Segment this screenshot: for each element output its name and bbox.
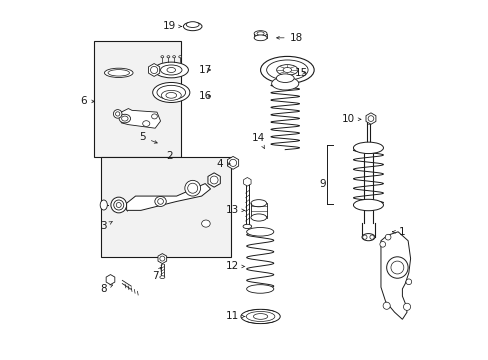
Ellipse shape: [104, 68, 133, 77]
Ellipse shape: [161, 56, 163, 58]
Ellipse shape: [246, 228, 273, 236]
Ellipse shape: [253, 314, 267, 319]
Ellipse shape: [271, 77, 298, 90]
Text: 13: 13: [225, 205, 244, 215]
Polygon shape: [365, 113, 375, 124]
Ellipse shape: [119, 114, 130, 123]
Bar: [101, 157, 230, 257]
Ellipse shape: [114, 200, 123, 210]
Text: 9: 9: [318, 179, 325, 189]
Ellipse shape: [165, 93, 176, 98]
Ellipse shape: [382, 302, 389, 309]
Ellipse shape: [142, 121, 149, 126]
Bar: [94, 41, 180, 157]
Ellipse shape: [390, 261, 403, 274]
Ellipse shape: [362, 235, 366, 239]
Ellipse shape: [113, 110, 122, 118]
Ellipse shape: [155, 197, 166, 206]
Ellipse shape: [243, 224, 251, 229]
Ellipse shape: [184, 180, 200, 196]
Ellipse shape: [257, 32, 264, 35]
Ellipse shape: [246, 285, 273, 293]
Ellipse shape: [276, 74, 294, 82]
Text: 19: 19: [163, 21, 182, 31]
Ellipse shape: [186, 22, 199, 27]
Text: 15: 15: [294, 68, 307, 78]
Ellipse shape: [160, 276, 164, 279]
Polygon shape: [106, 275, 115, 284]
Ellipse shape: [403, 303, 410, 310]
Ellipse shape: [166, 67, 175, 72]
Ellipse shape: [405, 279, 411, 285]
Text: 14: 14: [252, 133, 265, 148]
Ellipse shape: [229, 159, 236, 166]
Ellipse shape: [116, 203, 121, 207]
Ellipse shape: [361, 234, 374, 241]
Text: 10: 10: [341, 114, 360, 124]
Polygon shape: [126, 184, 210, 210]
Ellipse shape: [266, 60, 307, 80]
Ellipse shape: [201, 220, 210, 227]
Ellipse shape: [100, 200, 107, 210]
Polygon shape: [121, 109, 160, 128]
Ellipse shape: [353, 199, 383, 211]
Ellipse shape: [353, 142, 383, 154]
Ellipse shape: [276, 64, 298, 75]
Polygon shape: [148, 64, 160, 76]
Text: 1: 1: [392, 227, 404, 237]
Ellipse shape: [150, 66, 157, 73]
Text: 12: 12: [225, 261, 244, 271]
Polygon shape: [227, 157, 238, 169]
Polygon shape: [207, 173, 220, 187]
Ellipse shape: [260, 57, 313, 84]
Ellipse shape: [241, 309, 280, 324]
Ellipse shape: [160, 65, 182, 75]
Polygon shape: [158, 253, 166, 264]
Text: 11: 11: [225, 311, 244, 321]
Ellipse shape: [161, 90, 181, 100]
Ellipse shape: [283, 67, 291, 72]
Ellipse shape: [210, 176, 218, 184]
Text: 2: 2: [166, 151, 172, 161]
Ellipse shape: [254, 31, 266, 36]
Ellipse shape: [166, 56, 169, 58]
Ellipse shape: [122, 116, 128, 121]
Ellipse shape: [246, 311, 274, 321]
Ellipse shape: [369, 235, 373, 239]
Text: 17: 17: [198, 65, 211, 75]
Ellipse shape: [172, 56, 175, 58]
Ellipse shape: [111, 197, 126, 213]
Text: 18: 18: [276, 33, 302, 43]
Ellipse shape: [151, 114, 157, 119]
Ellipse shape: [179, 56, 181, 58]
Ellipse shape: [154, 62, 188, 78]
Text: 16: 16: [198, 91, 211, 101]
Text: 5: 5: [139, 132, 157, 143]
Text: 3: 3: [100, 221, 112, 231]
Text: 6: 6: [80, 96, 94, 107]
Ellipse shape: [187, 183, 197, 193]
Ellipse shape: [157, 85, 185, 100]
Ellipse shape: [386, 257, 407, 278]
Ellipse shape: [152, 82, 189, 103]
Ellipse shape: [183, 22, 202, 31]
Ellipse shape: [108, 69, 129, 76]
Ellipse shape: [379, 242, 385, 247]
Ellipse shape: [385, 234, 390, 240]
Polygon shape: [380, 232, 410, 319]
Ellipse shape: [160, 256, 164, 261]
Ellipse shape: [254, 35, 266, 41]
Ellipse shape: [115, 112, 120, 116]
Polygon shape: [243, 177, 250, 186]
Text: 8: 8: [100, 284, 112, 294]
Ellipse shape: [250, 214, 266, 221]
Ellipse shape: [250, 200, 266, 207]
Text: 7: 7: [152, 267, 161, 282]
Text: 4: 4: [216, 159, 230, 169]
Ellipse shape: [367, 116, 373, 121]
Ellipse shape: [157, 199, 163, 204]
